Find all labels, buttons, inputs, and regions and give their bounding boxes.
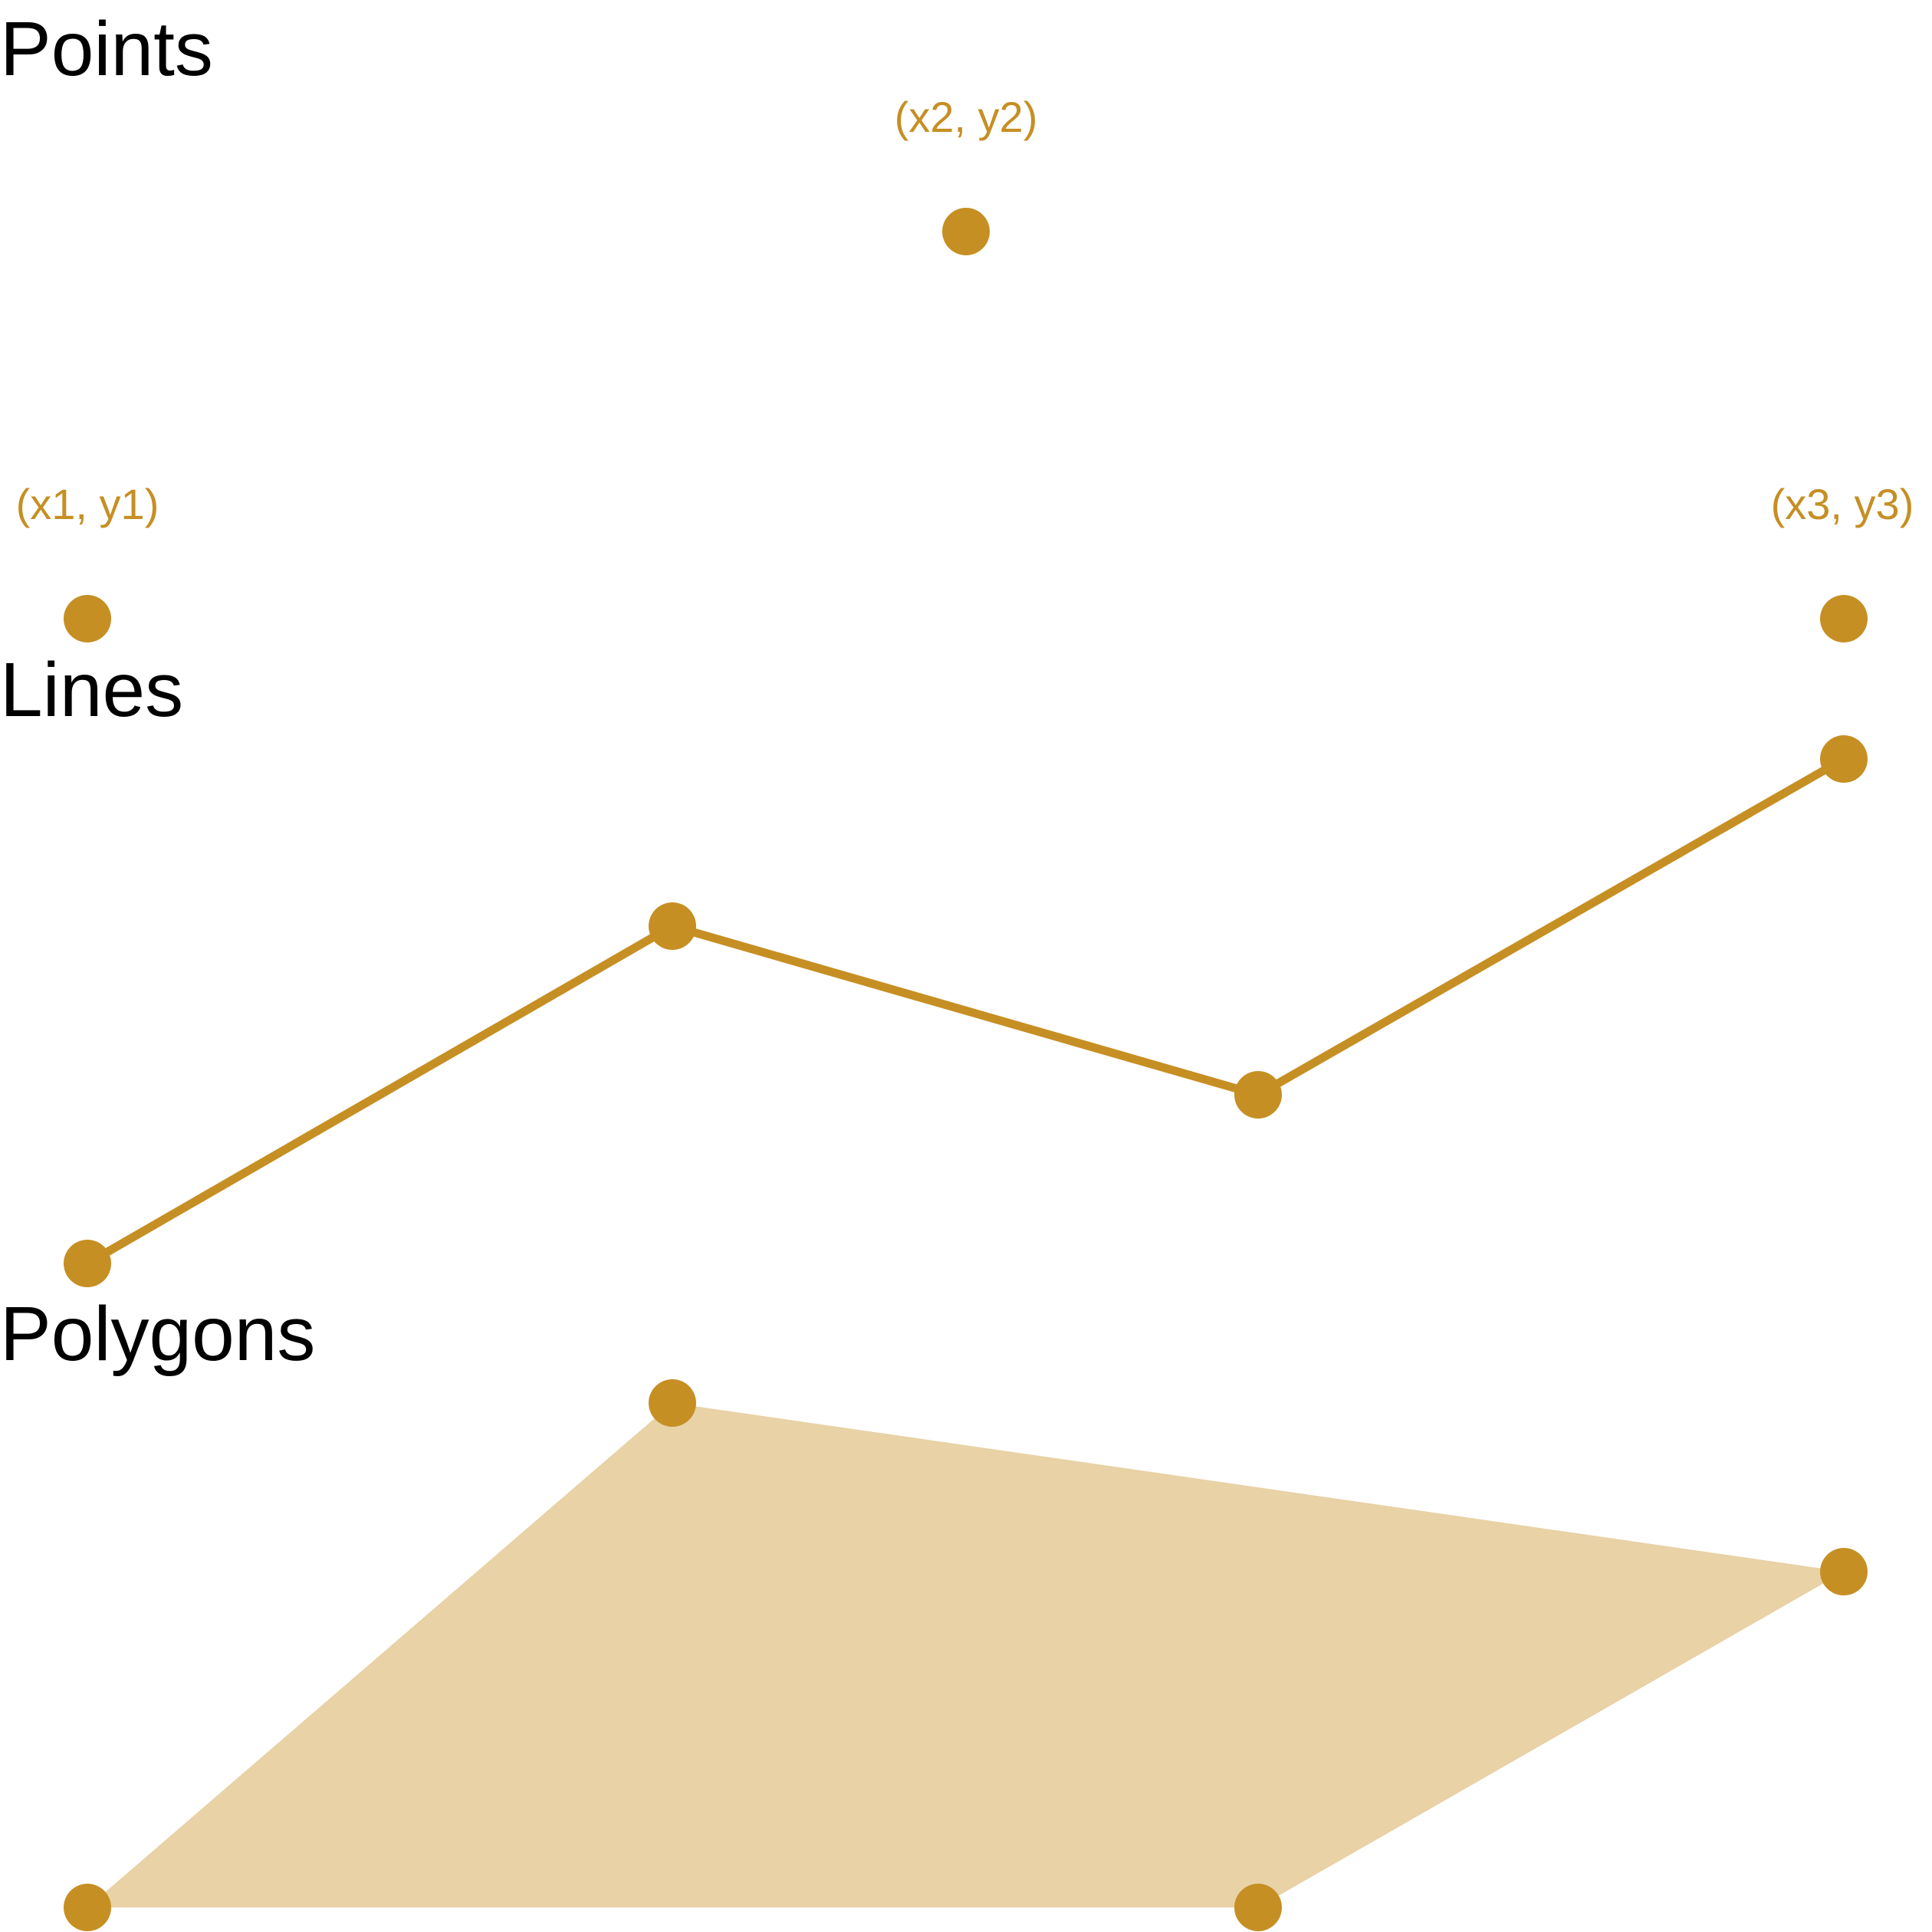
lines-title: Lines [0,647,183,733]
polygon-vertex-4 [1234,1884,1282,1931]
polygon-vertex-3 [1820,1548,1868,1595]
polygon-shape [87,1403,1844,1907]
lines-section: Lines [0,647,1868,1287]
line-vertex-4 [1820,735,1868,783]
line-vertex-3 [1234,1071,1282,1119]
line-vertex-1 [64,1240,111,1287]
point-label-1: (x1, y1) [16,480,159,528]
point-label-3: (x3, y3) [1771,480,1914,528]
point-marker-1 [64,595,111,642]
point-label-2: (x2, y2) [895,93,1038,141]
points-section: Points (x1, y1) (x2, y2) (x3, y3) [0,6,1914,642]
polygons-section: Polygons [0,1291,1868,1931]
polygons-title: Polygons [0,1291,315,1377]
point-marker-2 [942,208,990,255]
line-vertex-2 [649,902,696,950]
polygon-vertex-1 [64,1884,111,1931]
point-marker-3 [1820,595,1868,642]
points-title: Points [0,6,213,92]
polygon-vertex-2 [649,1379,696,1427]
polyline [85,755,1846,1267]
